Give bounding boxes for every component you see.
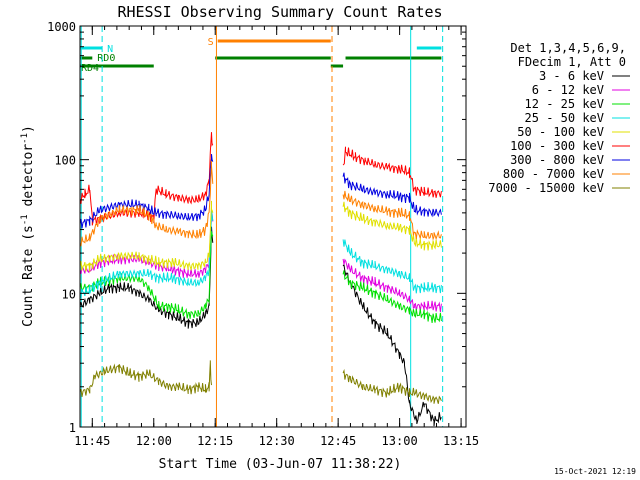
- data-series: [79, 132, 442, 427]
- axes: 1 10 100 1000 11:45 12:00 12:15 12:30 12:45 13:00…: [47, 20, 479, 448]
- y-tick-label: 100: [54, 154, 76, 168]
- x-axis-label: Start Time (03-Jun-07 11:38:22): [159, 457, 402, 472]
- series-line: [342, 190, 442, 241]
- series-line: [79, 161, 214, 247]
- legend-entry: 25 - 50 keV: [525, 111, 604, 125]
- series-line: [342, 146, 442, 198]
- series-line: [79, 226, 214, 329]
- legend: Det 1,3,4,5,6,9,FDecim 1, Att 03 - 6 keV…: [488, 41, 630, 195]
- x-tick-label: 12:45: [320, 434, 356, 448]
- footer-timestamp: 15-Oct-2021 12:19: [554, 467, 636, 476]
- series-line: [342, 201, 442, 251]
- legend-entry: 300 - 800 keV: [510, 153, 604, 167]
- chart-title: RHESSI Observing Summary Count Rates: [117, 3, 442, 21]
- series-line: [342, 239, 442, 294]
- x-tick-label: 12:30: [259, 434, 295, 448]
- x-tick-label: 13:00: [382, 434, 418, 448]
- x-tick-label: 12:15: [197, 434, 233, 448]
- plot-frame: [79, 25, 467, 428]
- series-line: [79, 231, 214, 319]
- y-tick-label: 10: [62, 287, 76, 301]
- y-axis-label: Count Rate (s-1 detector-1): [20, 125, 36, 327]
- legend-entry: 7000 - 15000 keV: [488, 181, 604, 195]
- legend-entry: 800 - 7000 keV: [503, 167, 604, 181]
- legend-header: Det 1,3,4,5,6,9,: [510, 41, 626, 55]
- series-line: [342, 172, 442, 218]
- series-line: [79, 200, 214, 272]
- legend-entry: 12 - 25 keV: [525, 97, 604, 111]
- x-tick-label: 11:45: [74, 434, 110, 448]
- legend-entry: 50 - 100 keV: [517, 125, 604, 139]
- series-line: [79, 154, 214, 229]
- legend-entry: 6 - 12 keV: [532, 83, 604, 97]
- series-line: [342, 263, 442, 427]
- x-tick-label: 13:15: [443, 434, 479, 448]
- legend-entry: 100 - 300 keV: [510, 139, 604, 153]
- series-line: [342, 270, 442, 323]
- y-tick-label: 1: [69, 421, 76, 435]
- flag-label: RD0: [97, 53, 115, 64]
- series-line: [342, 258, 442, 313]
- flag-label: S: [208, 37, 214, 48]
- flag-label: N: [107, 44, 113, 55]
- series-line: [79, 360, 212, 397]
- x-tick-label: 12:00: [136, 434, 172, 448]
- series-line: [342, 368, 442, 404]
- legend-header: FDecim 1, Att 0: [518, 55, 626, 69]
- series-line: [79, 210, 214, 299]
- legend-entry: 3 - 6 keV: [539, 69, 604, 83]
- flag-label: RD4: [81, 63, 99, 74]
- y-tick-label: 1000: [47, 20, 76, 34]
- mode-change-lines: [80, 26, 444, 427]
